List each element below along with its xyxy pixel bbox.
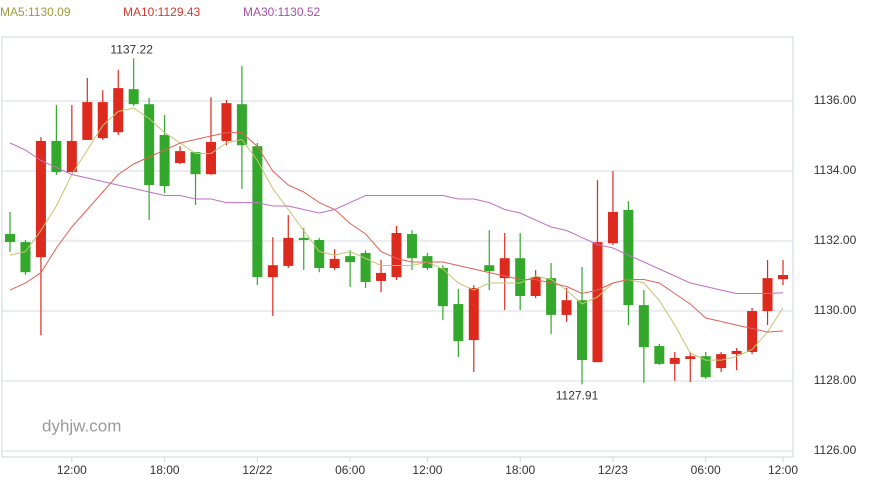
y-tick-label: 1132.00 [814,233,857,247]
candle-body [607,212,618,244]
candle-body [376,272,387,281]
candle-body [35,140,46,258]
candle-body [82,102,93,140]
x-tick-label: 12:00 [57,463,87,477]
candle-body [252,146,263,278]
candle-body [499,258,510,279]
candle-body [561,300,572,315]
candle-body [360,252,371,282]
legend-label: MA30:1130.52 [243,5,320,19]
candle-body [175,151,186,163]
candle-body [5,234,15,243]
y-tick-label: 1126.00 [814,443,857,457]
candle-body [298,237,309,240]
x-tick-label: 12/22 [242,463,272,477]
candle-body [592,242,603,363]
y-tick-label: 1130.00 [814,303,857,317]
x-tick-label: 12:00 [412,463,442,477]
candle-body [267,265,278,278]
candle-body [221,103,232,141]
candle-body [685,356,696,359]
ma-line [9,107,784,361]
candle-body [716,354,727,369]
x-tick-label: 18:00 [150,463,180,477]
candle-body [391,233,402,278]
y-tick-label: 1134.00 [814,163,857,177]
ma-line [9,132,784,333]
x-tick-label: 12:00 [768,463,798,477]
candle-body [747,311,758,352]
candle-body [159,135,170,187]
max-label: 1137.22 [110,43,153,57]
x-tick-label: 18:00 [505,463,535,477]
candle-body [314,240,325,268]
candle-body [762,278,773,312]
watermark: dyhjw.com [42,416,121,435]
x-tick-label: 06:00 [691,463,721,477]
candle-body [484,265,495,272]
candle-body [66,140,77,173]
candle-body [700,356,711,378]
candle-body [468,287,479,341]
candle-body [283,237,294,266]
candle-body [546,278,557,315]
candle-body [345,256,356,263]
candle-body [437,268,448,307]
x-tick-label: 12/23 [598,463,628,477]
candle-body [236,104,247,146]
candle-body [51,140,62,173]
min-label: 1127.91 [556,388,599,402]
legend-label: MA5:1130.09 [0,5,71,19]
y-tick-label: 1128.00 [814,373,857,387]
candle-body [20,242,31,273]
candle-body [530,277,541,296]
x-tick-label: 06:00 [335,463,365,477]
candle-body [97,102,108,139]
legend-label: MA10:1129.43 [123,5,200,19]
candle-body [731,350,742,355]
candle-body [778,275,788,280]
candle-body [654,346,665,364]
candle-body [453,304,464,342]
candle-body [128,89,139,105]
candle-body [329,258,340,268]
candle-body [205,142,216,175]
plot-frame [1,36,794,458]
candle-body [577,300,588,361]
candle-body [669,357,680,364]
y-tick-label: 1136.00 [814,93,857,107]
candle-body [190,152,201,175]
candle-body [144,104,155,186]
candle-body [623,209,634,306]
candle-body [638,305,649,348]
ma-line [9,142,784,294]
candle-body [406,234,417,259]
candle-body [113,88,124,133]
candle-body [515,258,526,296]
